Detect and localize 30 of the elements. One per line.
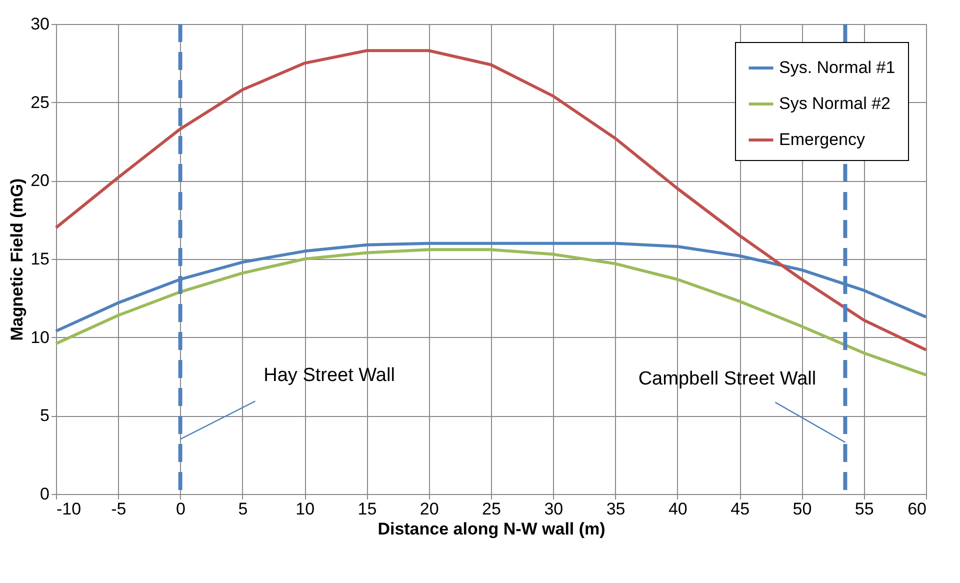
- x-tick-label: 60: [908, 500, 926, 518]
- x-tick-label: 55: [854, 500, 874, 518]
- x-tick-label: 40: [668, 500, 688, 518]
- y-tick-label: 10: [30, 328, 50, 347]
- legend-label: Emergency: [779, 130, 866, 149]
- y-tick-label: 20: [30, 171, 50, 190]
- y-axis-title: Magnetic Field (mG): [8, 178, 27, 341]
- line-series: [54, 49, 928, 352]
- legend-label: Sys. Normal #1: [779, 58, 896, 77]
- x-tick-label: 0: [176, 500, 186, 518]
- x-tick-label: 45: [730, 500, 750, 518]
- x-tick-label: 5: [238, 500, 248, 518]
- x-axis-title: Distance along N-W wall (m): [378, 520, 606, 538]
- x-tick-label: 30: [544, 500, 564, 518]
- y-tick-label: 30: [30, 14, 50, 34]
- x-tick-label: 50: [792, 500, 812, 518]
- x-tick-label: -10: [56, 500, 82, 518]
- x-tick-label: 15: [358, 500, 377, 518]
- x-tick-label: 25: [482, 500, 501, 518]
- y-tick-label: 5: [40, 406, 50, 426]
- annotation: Hay Street Wall: [264, 365, 395, 386]
- y-tick-label: 25: [30, 92, 50, 112]
- legend-label: Sys Normal #2: [779, 94, 890, 113]
- y-tick-label: 0: [40, 484, 50, 504]
- x-tick-label: 20: [420, 500, 439, 518]
- x-tick-label: 10: [296, 500, 315, 518]
- y-tick-label: 15: [30, 250, 50, 268]
- x-tick-label: -5: [111, 500, 126, 518]
- annotation: Campbell Street Wall: [638, 368, 816, 390]
- x-tick-label: 35: [606, 500, 626, 518]
